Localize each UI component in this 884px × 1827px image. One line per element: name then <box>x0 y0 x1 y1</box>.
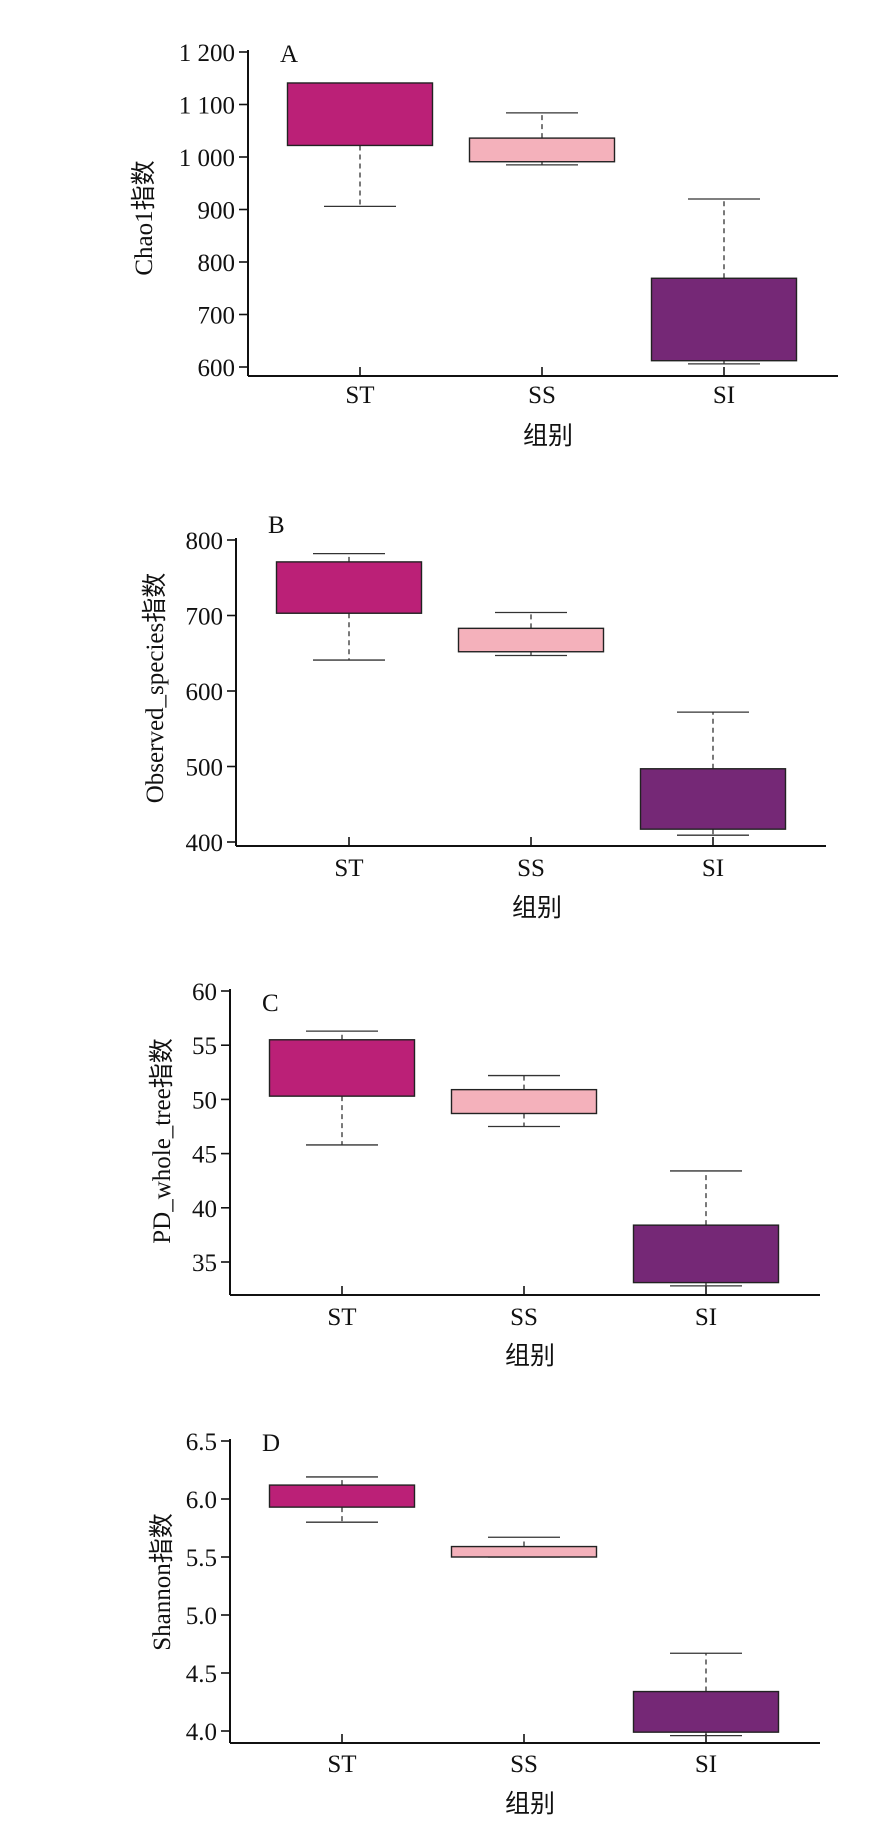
iqr-box <box>286 82 434 147</box>
y-tick-label: 5.0 <box>186 1603 217 1630</box>
y-tick-label: 600 <box>186 679 224 706</box>
box-st <box>286 82 434 208</box>
x-tick-label-st: ST <box>334 855 363 882</box>
y-tick-label: 700 <box>186 604 224 631</box>
x-axis-title: 组别 <box>505 1342 555 1370</box>
box-ss <box>457 611 605 657</box>
y-tick-label: 55 <box>192 1033 217 1060</box>
y-tick-label: 1 000 <box>179 145 235 172</box>
panel-letter: C <box>262 990 279 1017</box>
y-axis-title: Shannon指数 <box>148 1513 176 1651</box>
y-tick-label: 35 <box>192 1250 217 1277</box>
x-tick-label-si: SI <box>695 1751 717 1778</box>
x-tick-label-ss: SS <box>517 855 545 882</box>
y-axis-title: Observed_species指数 <box>141 573 169 804</box>
y-tick-label: 500 <box>186 755 224 782</box>
box-si <box>650 198 798 365</box>
box-ss <box>450 1536 598 1558</box>
y-tick-label: 4.5 <box>186 1661 217 1688</box>
panel-letter: D <box>262 1430 280 1457</box>
x-tick-label-st: ST <box>327 1304 356 1331</box>
iqr-box <box>632 1224 780 1284</box>
box-si <box>632 1652 780 1737</box>
iqr-box <box>650 277 798 362</box>
box-st <box>268 1476 416 1523</box>
x-axis-title: 组别 <box>512 894 562 922</box>
y-tick-label: 1 100 <box>179 93 235 120</box>
x-tick-label-st: ST <box>327 1751 356 1778</box>
x-tick-label-ss: SS <box>510 1304 538 1331</box>
y-tick-label: 1 200 <box>179 40 235 67</box>
x-axis-title: 组别 <box>523 422 573 450</box>
x-tick-label-si: SI <box>695 1304 717 1331</box>
y-tick-label: 800 <box>186 528 224 555</box>
y-tick-label: 5.5 <box>186 1545 217 1572</box>
y-tick-label: 800 <box>198 250 236 277</box>
y-tick-label: 4.0 <box>186 1719 217 1746</box>
box-ss <box>468 112 616 166</box>
x-tick-label-st: ST <box>345 382 374 409</box>
iqr-box <box>450 1088 598 1115</box>
y-axis-title: PD_whole_tree指数 <box>148 1038 176 1244</box>
panel-A: 600 700 800 900 1 000 1 100 1 200 ST SS SI Chao1指数… <box>130 40 838 450</box>
x-tick-label-ss: SS <box>528 382 556 409</box>
box-si <box>639 711 787 836</box>
x-axis-title: 组别 <box>505 1790 555 1818</box>
y-tick-label: 900 <box>198 198 236 225</box>
y-tick-label: 700 <box>198 303 236 330</box>
box-st <box>275 552 423 661</box>
iqr-box <box>450 1545 598 1558</box>
y-tick-label: 40 <box>192 1196 217 1223</box>
iqr-box <box>268 1484 416 1508</box>
panel-letter: B <box>268 512 285 539</box>
y-tick-label: 6.0 <box>186 1487 217 1514</box>
y-tick-label: 60 <box>192 979 217 1006</box>
iqr-box <box>275 561 423 614</box>
iqr-box <box>632 1690 780 1733</box>
iqr-box <box>457 627 605 653</box>
panel-B: 400 500 600 700 800 ST SS SI Observed_species指数组… <box>141 512 826 922</box>
y-tick-label: 50 <box>192 1087 217 1114</box>
box-si <box>632 1170 780 1287</box>
x-tick-label-si: SI <box>702 855 724 882</box>
iqr-box <box>468 137 616 163</box>
y-tick-label: 600 <box>198 355 236 382</box>
iqr-box <box>268 1039 416 1097</box>
x-tick-label-si: SI <box>713 382 735 409</box>
y-tick-label: 6.5 <box>186 1429 217 1456</box>
x-tick-label-ss: SS <box>510 1751 538 1778</box>
y-axis-title: Chao1指数 <box>130 160 158 275</box>
y-tick-label: 400 <box>186 830 224 857</box>
panel-letter: A <box>280 41 298 68</box>
iqr-box <box>639 768 787 830</box>
box-st <box>268 1030 416 1146</box>
y-tick-label: 45 <box>192 1142 217 1169</box>
box-ss <box>450 1074 598 1128</box>
